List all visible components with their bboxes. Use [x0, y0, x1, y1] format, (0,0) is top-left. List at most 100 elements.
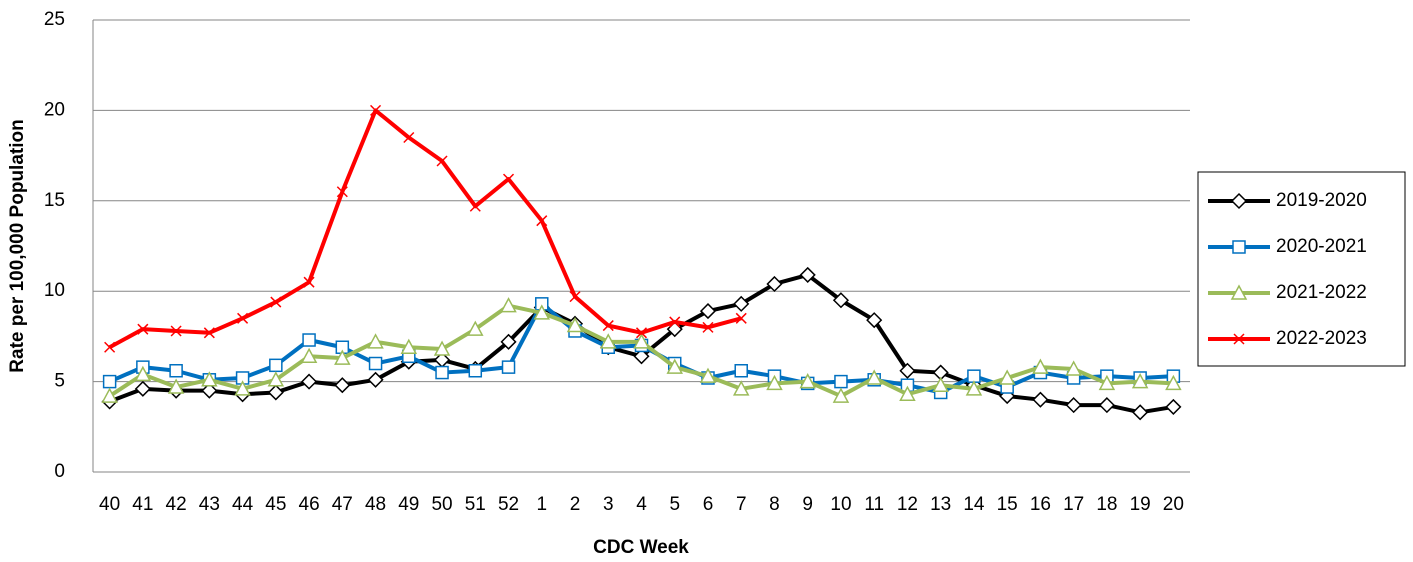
- x-tick-label: 19: [1130, 494, 1151, 515]
- marker: [167, 378, 185, 394]
- marker: [699, 303, 717, 320]
- x-tick-label: 43: [199, 494, 220, 515]
- marker: [1098, 397, 1115, 414]
- x-tick-label: 9: [802, 494, 813, 515]
- marker: [766, 374, 783, 391]
- marker: [865, 369, 883, 385]
- marker: [203, 327, 215, 339]
- marker: [301, 373, 318, 390]
- y-tick-label: 25: [44, 9, 65, 30]
- marker: [1032, 391, 1049, 408]
- legend-label: 2021-2022: [1276, 282, 1367, 303]
- marker: [832, 292, 850, 309]
- x-tick-label: 18: [1096, 494, 1117, 515]
- marker: [735, 312, 747, 324]
- marker: [237, 312, 249, 324]
- marker: [403, 131, 415, 144]
- y-axis-title: Rate per 100,000 Population: [7, 119, 28, 372]
- marker: [536, 215, 548, 227]
- x-tick-label: 41: [132, 494, 153, 515]
- marker: [336, 186, 348, 198]
- x-tick-label: 51: [465, 494, 486, 515]
- legend-marker: [1232, 240, 1246, 254]
- marker: [270, 296, 282, 308]
- marker: [1098, 374, 1116, 391]
- marker: [368, 356, 383, 371]
- marker: [702, 321, 714, 333]
- x-tick-label: 48: [365, 494, 386, 515]
- marker: [367, 371, 384, 388]
- marker: [137, 323, 149, 335]
- marker: [302, 333, 316, 347]
- marker: [866, 312, 883, 329]
- x-tick-label: 2: [570, 494, 581, 515]
- x-tick-label: 16: [1030, 494, 1051, 515]
- marker: [104, 341, 116, 353]
- x-tick-label: 17: [1063, 494, 1084, 515]
- legend-marker: [1233, 333, 1245, 345]
- marker: [633, 348, 650, 365]
- y-tick-label: 0: [54, 461, 65, 482]
- marker: [370, 104, 382, 116]
- marker: [669, 316, 681, 328]
- x-tick-label: 3: [603, 494, 614, 515]
- marker: [635, 327, 648, 339]
- x-tick-label: 10: [830, 494, 851, 515]
- legend-label: 2022-2023: [1276, 328, 1367, 349]
- marker: [267, 371, 285, 387]
- marker: [201, 371, 218, 387]
- marker: [834, 374, 848, 389]
- x-tick-label: 8: [769, 494, 780, 515]
- marker: [334, 377, 351, 394]
- x-tick-label: 15: [997, 494, 1018, 515]
- marker: [501, 360, 516, 374]
- x-tick-label: 50: [431, 494, 452, 515]
- x-tick-label: 6: [703, 494, 714, 515]
- marker: [932, 376, 949, 392]
- marker: [600, 333, 617, 349]
- marker: [799, 266, 816, 283]
- marker: [799, 373, 816, 389]
- y-tick-label: 15: [44, 190, 65, 211]
- marker: [134, 380, 151, 397]
- marker: [300, 347, 318, 364]
- marker: [733, 295, 750, 312]
- x-tick-label: 12: [897, 494, 918, 515]
- marker: [502, 173, 515, 185]
- x-tick-label: 49: [398, 494, 419, 515]
- y-tick-label: 20: [44, 99, 65, 120]
- marker: [766, 275, 783, 293]
- marker: [101, 387, 118, 403]
- x-tick-label: 20: [1163, 494, 1184, 515]
- x-tick-label: 46: [299, 494, 320, 515]
- x-tick-label: 14: [963, 494, 985, 515]
- marker: [500, 333, 517, 350]
- marker: [832, 387, 850, 403]
- x-tick-label: 11: [864, 494, 884, 515]
- marker: [269, 358, 283, 373]
- marker: [467, 320, 484, 336]
- marker: [734, 364, 748, 378]
- x-tick-label: 44: [232, 494, 254, 515]
- legend-box: [1197, 171, 1406, 367]
- marker: [566, 316, 584, 333]
- series-line: [108, 108, 742, 350]
- marker: [303, 276, 315, 288]
- marker: [998, 369, 1016, 385]
- marker: [1032, 358, 1049, 374]
- marker: [899, 385, 916, 402]
- marker: [1065, 397, 1082, 414]
- marker: [699, 367, 717, 383]
- x-tick-label: 40: [99, 494, 120, 515]
- legend-marker: [1230, 284, 1248, 300]
- marker: [602, 320, 614, 332]
- marker: [435, 365, 449, 380]
- x-tick-label: 52: [498, 494, 519, 515]
- marker: [1065, 360, 1082, 376]
- marker: [169, 364, 183, 378]
- x-tick-label: 1: [536, 494, 547, 515]
- marker: [134, 365, 152, 382]
- legend-label: 2020-2021: [1276, 236, 1367, 257]
- marker: [367, 333, 384, 349]
